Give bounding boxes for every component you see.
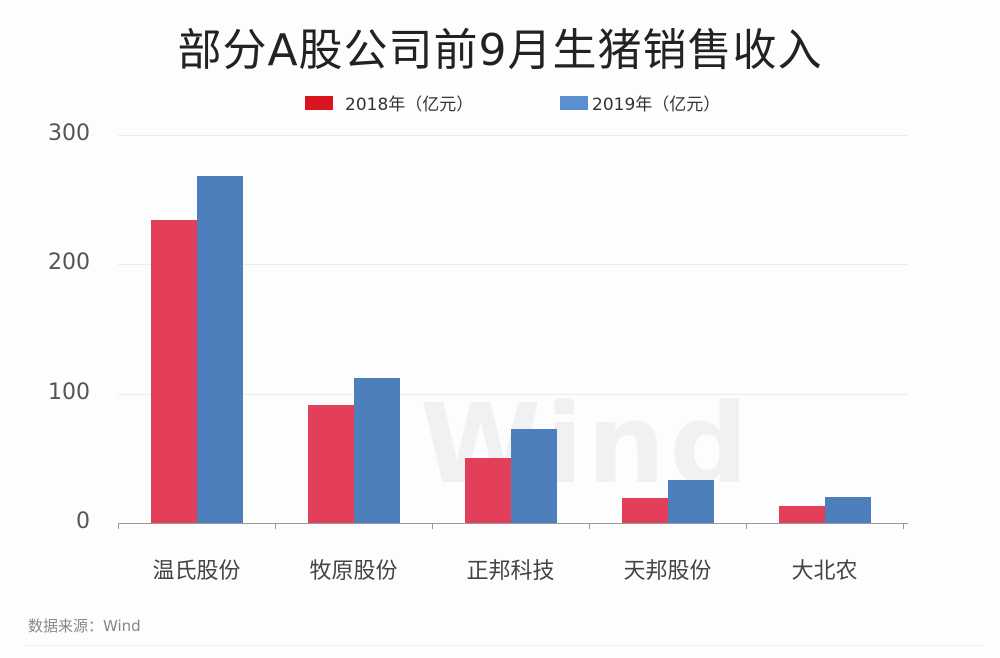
bar-2019 bbox=[196, 176, 243, 523]
bar-2018 bbox=[778, 506, 825, 523]
gridline bbox=[118, 264, 908, 266]
legend-swatch-2018 bbox=[305, 95, 333, 110]
x-tick-label: 天邦股份 bbox=[623, 559, 712, 584]
x-tick bbox=[275, 523, 276, 529]
footer-divider bbox=[24, 645, 984, 646]
bar-2018 bbox=[150, 220, 197, 523]
gridline bbox=[118, 393, 908, 395]
bar-2018 bbox=[621, 498, 668, 523]
bar-2019 bbox=[824, 497, 871, 523]
legend-swatch-2019 bbox=[560, 95, 588, 110]
bar-2019 bbox=[667, 480, 714, 523]
x-tick-label: 正邦科技 bbox=[466, 559, 555, 584]
x-tick bbox=[746, 523, 747, 529]
y-tick-label: 200 bbox=[48, 250, 90, 276]
x-tick bbox=[432, 523, 433, 529]
data-source: 数据来源：Wind bbox=[28, 617, 141, 635]
x-tick-label: 牧原股份 bbox=[309, 559, 398, 584]
x-tick-label: 大北农 bbox=[791, 559, 858, 584]
x-tick bbox=[118, 523, 119, 529]
legend-label-2019: 2019年（亿元） bbox=[592, 95, 721, 115]
x-tick-label: 温氏股份 bbox=[152, 559, 241, 584]
gridline bbox=[118, 135, 908, 136]
x-tick bbox=[903, 523, 904, 529]
legend-item-2019: 2019年（亿元） bbox=[560, 90, 720, 115]
y-tick-label: 0 bbox=[76, 509, 90, 534]
x-axis bbox=[118, 523, 908, 524]
bar-2018 bbox=[464, 458, 511, 523]
bar-2018 bbox=[307, 405, 354, 523]
legend-label-2018: 2018年（亿元） bbox=[345, 95, 474, 115]
legend: 2018年（亿元） 2019年（亿元） bbox=[0, 90, 1000, 115]
bar-2019 bbox=[353, 378, 400, 523]
y-tick-label: 100 bbox=[48, 379, 90, 405]
x-tick bbox=[589, 523, 590, 529]
chart-title: 部分A股公司前9月生猪销售收入 bbox=[177, 25, 823, 76]
y-tick-label: 300 bbox=[48, 121, 90, 146]
bar-2019 bbox=[510, 428, 557, 523]
legend-item-2018: 2018年（亿元） bbox=[305, 90, 473, 115]
